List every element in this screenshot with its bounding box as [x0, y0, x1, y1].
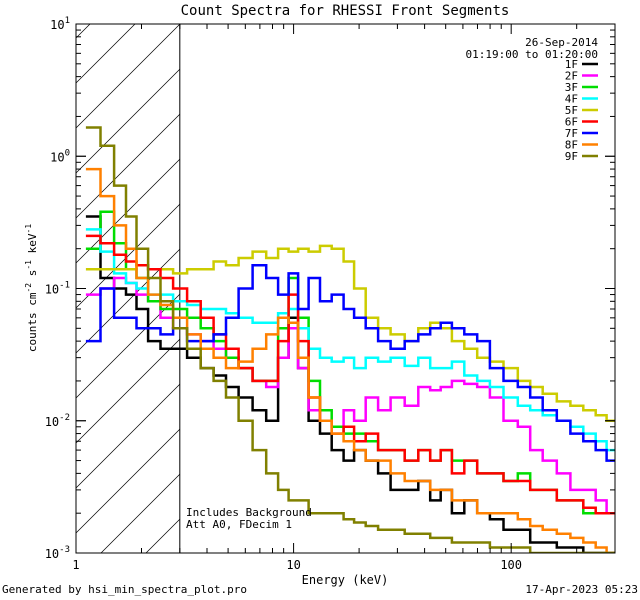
hatch-line — [76, 248, 180, 354]
series-1F-line — [85, 215, 615, 553]
y-tick-labels: 10-3 10-2 10-1 100 101 — [45, 16, 70, 561]
x-tick-label: 100 — [500, 558, 522, 572]
x-tick-label: 10 — [286, 558, 300, 572]
hatch-line — [76, 383, 180, 489]
hatch-line — [76, 24, 180, 129]
series-group — [85, 126, 615, 553]
hatch-line — [76, 428, 180, 534]
y-tick-label: 10-1 — [45, 281, 70, 297]
y-tick-label: 10-3 — [45, 545, 70, 561]
legend-label-7F: 7F — [565, 127, 578, 140]
date-label: 26-Sep-2014 — [525, 36, 598, 49]
annotation-attenuator: Att A0, FDecim 1 — [186, 518, 292, 531]
legend-label-5F: 5F — [565, 104, 578, 117]
legend-label-3F: 3F — [565, 81, 578, 94]
legend-label-4F: 4F — [565, 93, 578, 106]
legend-label-6F: 6F — [565, 116, 578, 129]
series-4F-line — [85, 228, 615, 452]
hatch-line — [76, 68, 180, 174]
y-tick-label: 10-2 — [45, 413, 70, 429]
x-axis-label: Energy (keV) — [302, 573, 389, 587]
legend-label-8F: 8F — [565, 139, 578, 152]
hatch-line — [76, 203, 180, 309]
hatched-region — [76, 24, 180, 553]
x-tick-label: 1 — [72, 558, 79, 572]
annotation-background: Includes Background — [186, 506, 312, 519]
legend-label-9F: 9F — [565, 150, 578, 163]
y-tick-label: 100 — [50, 148, 70, 164]
chart-title: Count Spectra for RHESSI Front Segments — [181, 3, 510, 19]
series-9F-line — [85, 126, 615, 553]
y-axis-label: counts cm-2 s-1 keV-1 — [24, 224, 39, 352]
time-range-label: 01:19:00 to 01:20:00 — [466, 48, 598, 61]
x-tick-labels: 1 10 100 — [72, 558, 522, 572]
generator-credit: Generated by hsi_min_spectra_plot.pro — [2, 583, 248, 596]
axis-ticks — [75, 23, 616, 554]
legend-label-1F: 1F — [565, 58, 578, 71]
legend-label-2F: 2F — [565, 70, 578, 83]
y-tick-label: 101 — [50, 16, 70, 32]
series-5F-line — [85, 244, 615, 423]
generation-timestamp: 17-Apr-2023 05:23 — [525, 583, 638, 596]
